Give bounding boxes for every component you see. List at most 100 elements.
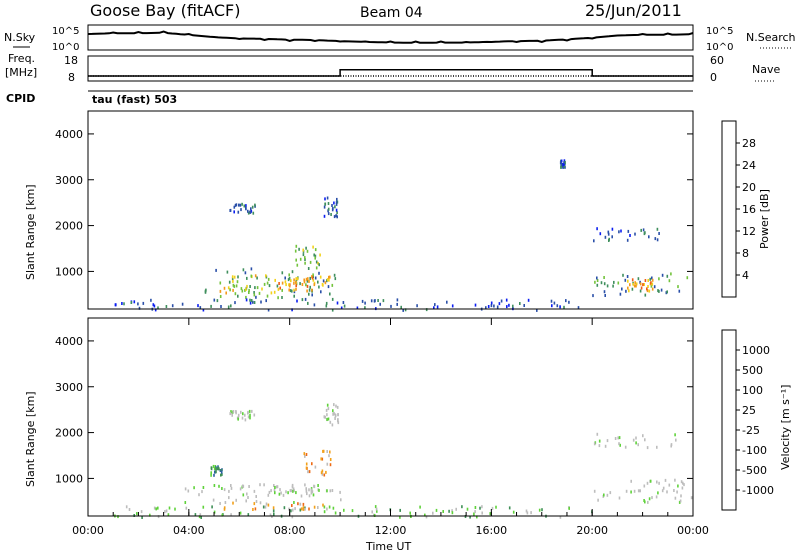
scatter-cell	[231, 413, 233, 417]
scatter-cell	[326, 413, 328, 417]
scatter-cell	[237, 294, 239, 298]
scatter-cell	[476, 515, 478, 519]
freq-series-line	[88, 69, 693, 77]
scatter-cell	[256, 276, 258, 280]
scatter-cell	[333, 201, 335, 205]
scatter-cell	[651, 282, 654, 286]
scatter-cell	[264, 505, 267, 509]
scatter-cell	[299, 282, 301, 286]
scatter-cell	[168, 506, 171, 510]
scatter-cell	[448, 509, 450, 513]
scatter-cell	[236, 280, 239, 284]
scatter-cell	[523, 304, 525, 307]
scatter-cell	[305, 283, 307, 287]
scatter-cell	[281, 296, 283, 299]
scatter-cell	[640, 286, 643, 290]
scatter-cell	[673, 489, 675, 492]
scatter-cell	[607, 232, 610, 236]
scatter-cell	[153, 506, 156, 510]
scatter-cell	[305, 277, 308, 281]
scatter-cell	[564, 160, 566, 164]
scatter-cell	[304, 256, 306, 260]
scatter-cell	[291, 504, 293, 507]
scatter-cell	[336, 200, 339, 204]
scatter-cell	[249, 285, 251, 288]
scatter-cell	[247, 415, 250, 419]
scatter-cell	[259, 483, 261, 487]
scatter-cell	[218, 484, 220, 488]
scatter-cell	[322, 279, 325, 283]
scatter-cell	[233, 275, 236, 279]
scatter-cell	[246, 284, 248, 288]
scatter-cell	[290, 509, 292, 513]
scatter-cell	[266, 294, 269, 298]
scatter-cell	[325, 408, 328, 412]
scatter-cell	[603, 282, 606, 286]
scatter-cell	[212, 464, 215, 468]
colorbar-tick-label: 4	[742, 269, 749, 282]
colorbar-tick-label: 25	[742, 404, 756, 417]
scatter-cell	[377, 299, 379, 302]
scatter-cell	[633, 284, 636, 288]
power-scatter-marks	[114, 159, 689, 312]
scatter-cell	[237, 413, 240, 417]
noise-tick-high-right: 10^5	[706, 26, 733, 37]
scatter-cell	[227, 305, 230, 309]
scatter-cell	[302, 248, 304, 252]
scatter-cell	[655, 495, 658, 499]
scatter-cell	[596, 279, 599, 282]
scatter-cell	[651, 278, 654, 282]
velocity-y-ticks: 1000 2000 3000 4000	[55, 335, 693, 485]
x-tick-label: 08:00	[274, 524, 306, 537]
scatter-cell	[317, 506, 319, 509]
scatter-cell	[304, 261, 306, 265]
scatter-cell	[239, 511, 242, 515]
scatter-cell	[277, 296, 279, 300]
scatter-cell	[327, 202, 330, 205]
scatter-cell	[293, 501, 295, 504]
scatter-cell	[312, 245, 314, 249]
scatter-cell	[241, 289, 244, 293]
scatter-cell	[329, 489, 332, 493]
nave-tick-high: 60	[710, 54, 724, 67]
scatter-cell	[305, 487, 307, 491]
scatter-cell	[331, 283, 334, 287]
scatter-cell	[228, 496, 230, 500]
scatter-cell	[309, 260, 312, 264]
scatter-cell	[202, 505, 205, 509]
scatter-cell	[291, 289, 293, 293]
scatter-cell	[228, 489, 230, 493]
scatter-cell	[324, 202, 327, 206]
power-ylabel: Slant Range [km]	[24, 184, 37, 280]
scatter-cell	[434, 303, 436, 307]
scatter-cell	[327, 212, 330, 216]
scatter-cell	[604, 444, 607, 448]
scatter-cell	[249, 413, 251, 417]
scatter-cell	[670, 272, 672, 276]
scatter-cell	[289, 289, 292, 293]
scatter-cell	[284, 276, 286, 280]
scatter-cell	[237, 275, 239, 279]
cpid-value: tau (fast) 503	[92, 93, 177, 106]
scatter-cell	[317, 261, 319, 265]
scatter-cell	[295, 287, 297, 291]
scatter-cell	[618, 436, 621, 440]
scatter-cell	[214, 470, 216, 474]
scatter-cell	[556, 304, 559, 308]
scatter-cell	[315, 260, 318, 264]
scatter-cell	[320, 471, 323, 475]
scatter-cell	[538, 508, 541, 512]
scatter-cell	[630, 490, 632, 494]
nave-label: Nave	[752, 63, 780, 76]
scatter-cell	[474, 303, 477, 307]
scatter-cell	[290, 489, 293, 493]
scatter-cell	[337, 413, 339, 417]
scatter-cell	[272, 509, 275, 513]
scatter-cell	[396, 302, 398, 306]
scatter-cell	[651, 287, 654, 291]
scatter-cell	[237, 417, 239, 421]
scatter-cell	[635, 436, 637, 440]
scatter-cell	[263, 483, 265, 487]
scatter-cell	[291, 270, 294, 274]
scatter-cell	[215, 470, 217, 474]
